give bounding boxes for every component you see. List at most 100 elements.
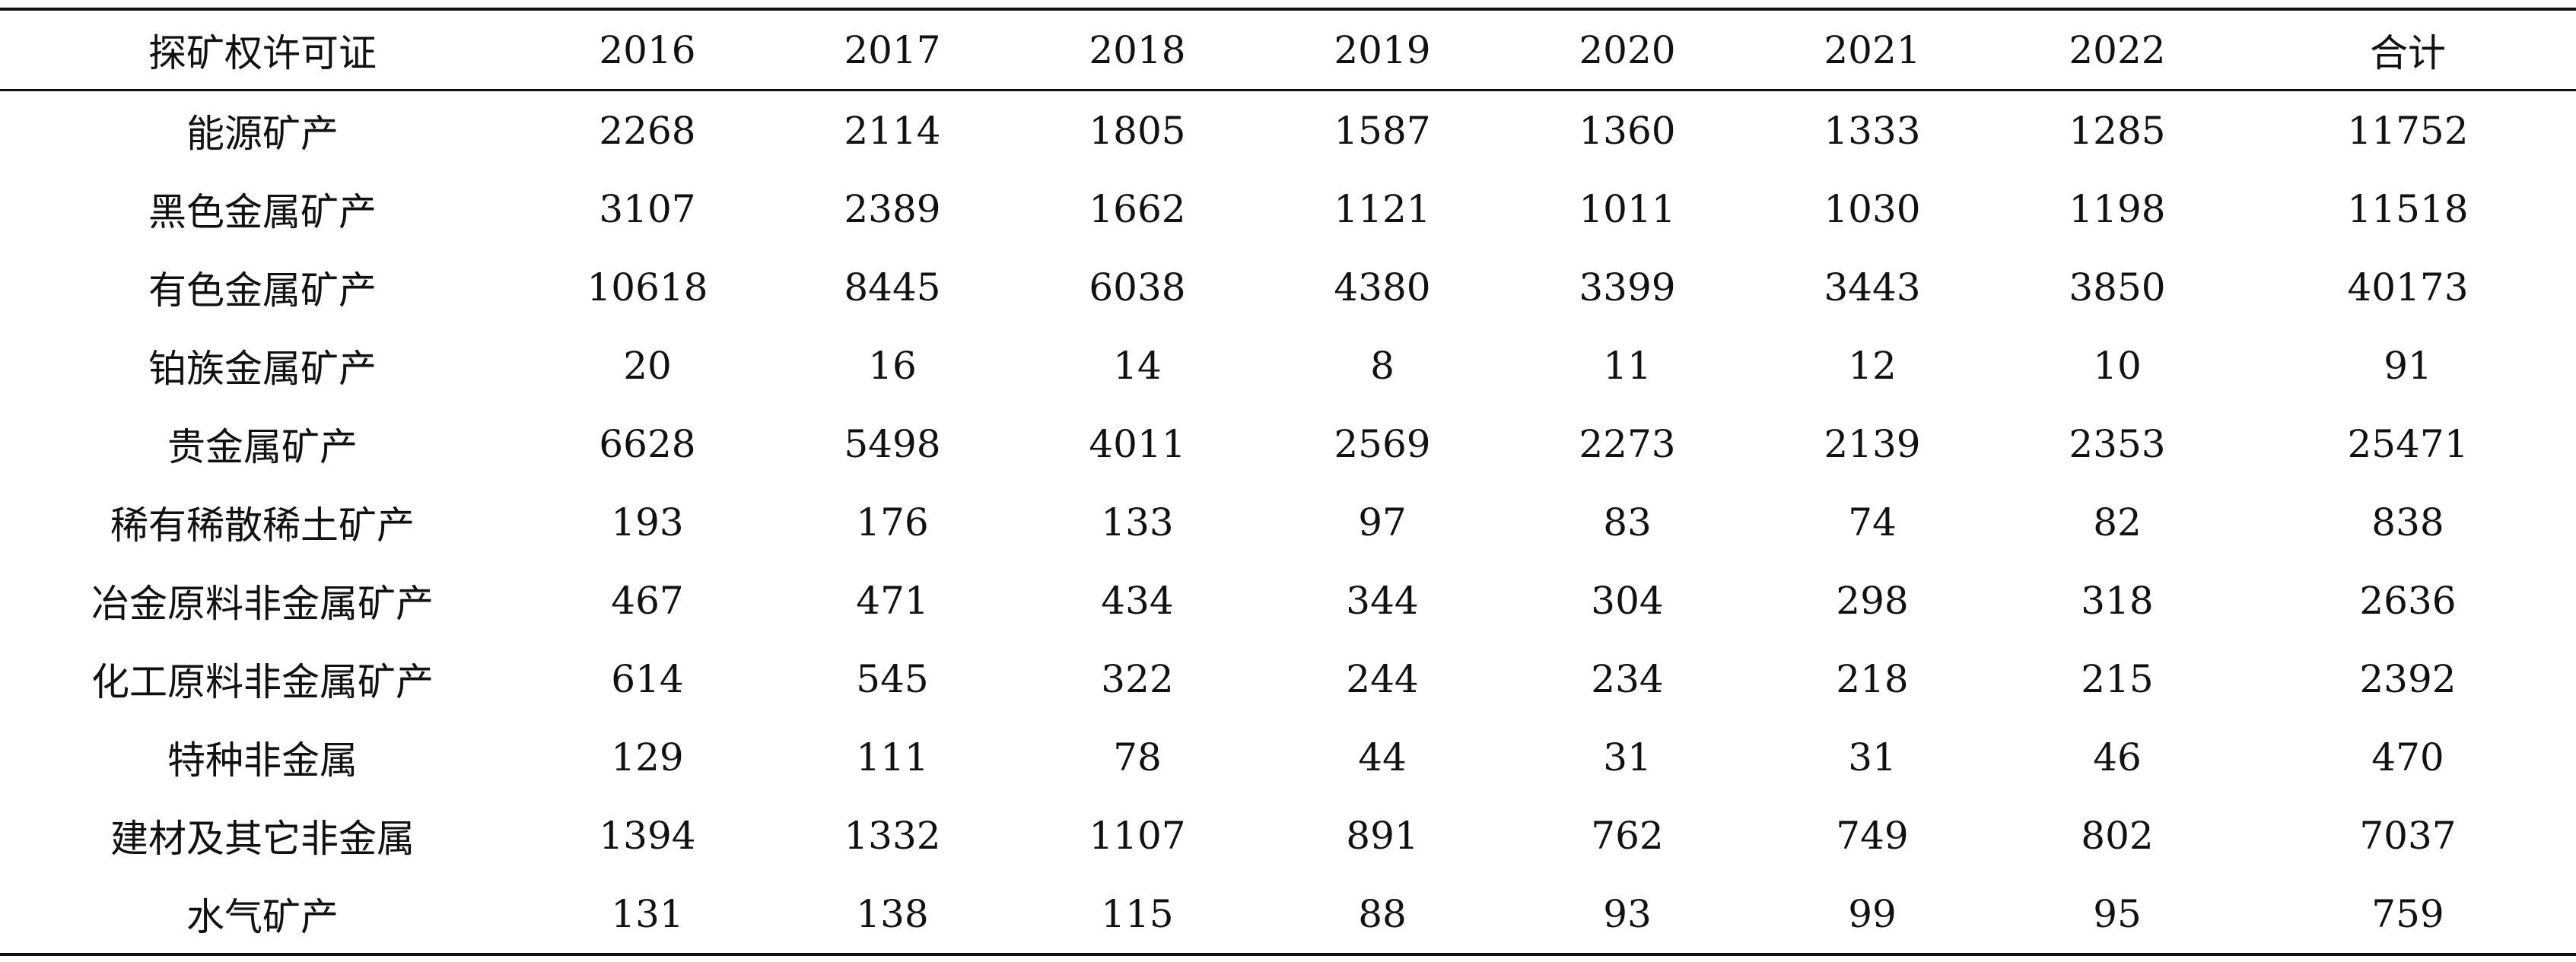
data-cell: 99 <box>1848 891 1897 936</box>
data-cell: 614 <box>611 656 684 701</box>
data-cell: 2114 <box>844 108 941 153</box>
table-row: 贵金属矿产 6628 5498 4011 2569 2273 2139 2353 25471 <box>0 405 2576 483</box>
data-cell: 802 <box>2081 813 2154 858</box>
data-cell: 244 <box>1346 656 1419 701</box>
row-category: 稀有稀散稀土矿产 <box>110 503 415 548</box>
data-cell: 298 <box>1836 578 1909 623</box>
row-total-cell: 7037 <box>2359 813 2457 858</box>
header-year-2018: 2018 <box>1089 27 1186 72</box>
header-year-2021: 2021 <box>1824 27 1921 72</box>
data-cell: 6038 <box>1089 265 1186 310</box>
data-cell: 16 <box>868 343 917 388</box>
row-category: 贵金属矿产 <box>167 424 358 469</box>
data-cell: 1332 <box>844 813 941 858</box>
row-category: 特种非金属 <box>167 738 358 783</box>
data-cell: 3443 <box>1824 265 1921 310</box>
data-cell: 3399 <box>1579 265 1676 310</box>
header-category: 探矿权许可证 <box>148 30 377 75</box>
data-cell: 322 <box>1101 656 1174 701</box>
data-cell: 2353 <box>2069 421 2166 466</box>
data-cell: 111 <box>856 735 929 779</box>
row-category: 建材及其它非金属 <box>110 816 415 861</box>
header-year-2020: 2020 <box>1579 27 1676 72</box>
row-category: 能源矿产 <box>186 111 339 156</box>
data-cell: 115 <box>1101 891 1174 936</box>
data-cell: 4011 <box>1089 421 1186 466</box>
row-category: 有色金属矿产 <box>148 268 377 313</box>
row-category: 铂族金属矿产 <box>148 346 377 391</box>
data-cell: 93 <box>1603 891 1652 936</box>
table-row: 化工原料非金属矿产 614 545 322 244 234 218 215 2392 <box>0 640 2576 718</box>
data-cell: 762 <box>1591 813 1664 858</box>
data-cell: 12 <box>1848 343 1897 388</box>
data-cell: 2268 <box>599 108 696 153</box>
table-row: 黑色金属矿产 3107 2389 1662 1121 1011 1030 1198 11518 <box>0 170 2576 248</box>
table-row: 冶金原料非金属矿产 467 471 434 344 304 298 318 2636 <box>0 561 2576 640</box>
data-cell: 11 <box>1603 343 1652 388</box>
row-total-cell: 91 <box>2384 343 2432 388</box>
data-cell: 4380 <box>1334 265 1431 310</box>
data-cell: 44 <box>1358 735 1407 779</box>
data-cell: 176 <box>856 500 929 544</box>
data-cell: 78 <box>1113 735 1162 779</box>
data-cell: 46 <box>2093 735 2142 779</box>
data-cell: 3107 <box>599 186 696 231</box>
data-cell: 467 <box>611 578 684 623</box>
data-cell: 133 <box>1101 500 1174 544</box>
data-cell: 20 <box>623 343 672 388</box>
data-cell: 2389 <box>844 186 941 231</box>
header-year-2017: 2017 <box>844 27 941 72</box>
data-cell: 318 <box>2081 578 2154 623</box>
table-row: 有色金属矿产 10618 8445 6038 4380 3399 3443 3850 40173 <box>0 248 2576 326</box>
data-cell: 1333 <box>1824 108 1921 153</box>
data-cell: 8 <box>1370 343 1395 388</box>
header-row: 探矿权许可证 2016 2017 2018 2019 2020 2021 202… <box>0 9 2576 90</box>
data-cell: 88 <box>1358 891 1407 936</box>
data-cell: 749 <box>1836 813 1909 858</box>
row-total-cell: 838 <box>2371 500 2444 544</box>
table-row: 建材及其它非金属 1394 1332 1107 891 762 749 802 7037 <box>0 796 2576 875</box>
table-row: 水气矿产 131 138 115 88 93 99 95 759 <box>0 875 2576 954</box>
data-cell: 31 <box>1603 735 1652 779</box>
data-cell: 344 <box>1346 578 1419 623</box>
data-cell: 95 <box>2093 891 2142 936</box>
data-cell: 10 <box>2093 343 2142 388</box>
data-cell: 1662 <box>1089 186 1186 231</box>
data-cell: 6628 <box>599 421 696 466</box>
row-total-cell: 759 <box>2371 891 2444 936</box>
exploration-license-table: 探矿权许可证 2016 2017 2018 2019 2020 2021 202… <box>0 8 2576 956</box>
header-year-2022: 2022 <box>2069 27 2166 72</box>
data-cell: 129 <box>611 735 684 779</box>
data-cell: 1587 <box>1334 108 1431 153</box>
data-cell: 545 <box>856 656 929 701</box>
data-cell: 304 <box>1591 578 1664 623</box>
data-cell: 3850 <box>2069 265 2166 310</box>
data-cell: 1285 <box>2069 108 2166 153</box>
table-row: 能源矿产 2268 2114 1805 1587 1360 1333 1285 11752 <box>0 90 2576 170</box>
data-cell: 1805 <box>1089 108 1186 153</box>
data-cell: 471 <box>856 578 929 623</box>
data-cell: 31 <box>1848 735 1897 779</box>
data-cell: 1011 <box>1579 186 1676 231</box>
row-total-cell: 2392 <box>2359 656 2457 701</box>
data-cell: 1030 <box>1824 186 1921 231</box>
data-cell: 434 <box>1101 578 1174 623</box>
data-cell: 2569 <box>1334 421 1431 466</box>
row-total-cell: 25471 <box>2347 421 2469 466</box>
table-row: 稀有稀散稀土矿产 193 176 133 97 83 74 82 838 <box>0 483 2576 561</box>
data-cell: 8445 <box>844 265 941 310</box>
data-cell: 97 <box>1358 500 1407 544</box>
header-year-2019: 2019 <box>1334 27 1431 72</box>
data-cell: 1360 <box>1579 108 1676 153</box>
row-total-cell: 11752 <box>2347 108 2469 153</box>
data-cell: 10618 <box>587 265 708 310</box>
data-cell: 234 <box>1591 656 1664 701</box>
data-cell: 138 <box>856 891 929 936</box>
row-total-cell: 40173 <box>2347 265 2469 310</box>
data-cell: 131 <box>611 891 684 936</box>
row-total-cell: 2636 <box>2359 578 2457 623</box>
data-cell: 82 <box>2093 500 2142 544</box>
header-year-2016: 2016 <box>599 27 696 72</box>
data-cell: 1121 <box>1334 186 1431 231</box>
